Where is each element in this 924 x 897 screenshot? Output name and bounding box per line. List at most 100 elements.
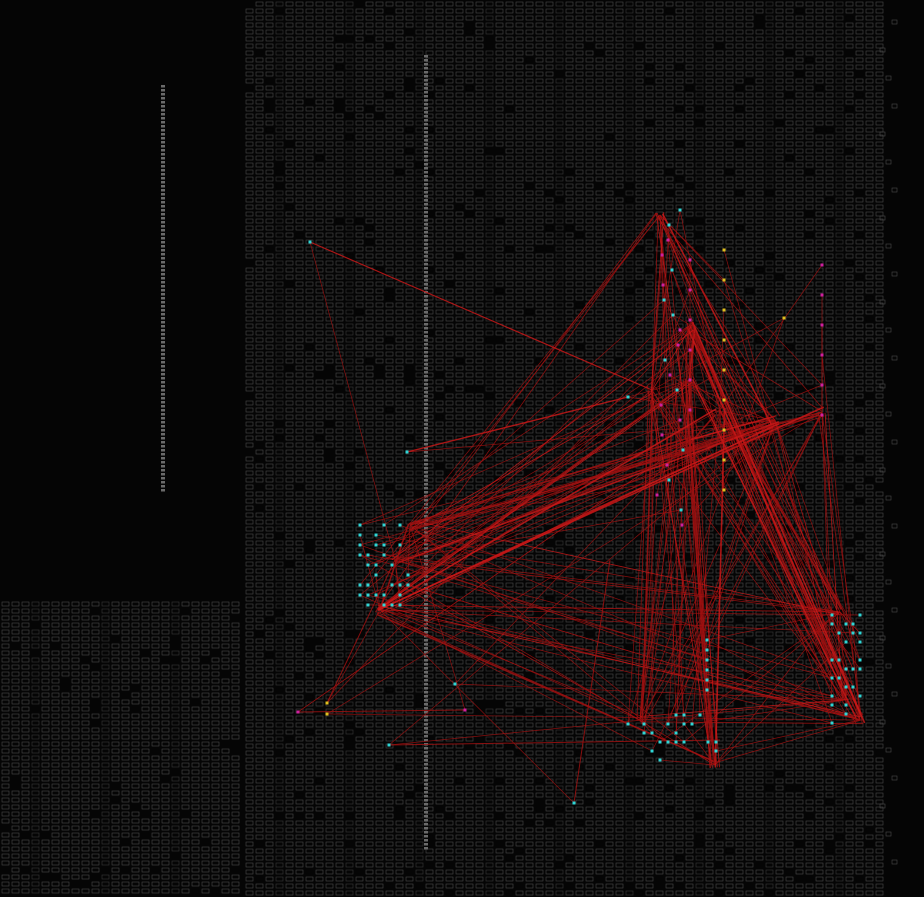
logic-tile bbox=[265, 113, 274, 119]
logic-tile bbox=[795, 1, 804, 7]
logic-tile bbox=[755, 78, 764, 84]
logic-tile bbox=[415, 50, 424, 56]
logic-tile bbox=[615, 71, 624, 77]
logic-tile bbox=[405, 43, 414, 49]
logic-tile bbox=[815, 36, 824, 42]
logic-tile bbox=[415, 113, 424, 119]
logic-tile bbox=[845, 57, 854, 63]
logic-tile bbox=[665, 106, 674, 112]
logic-tile bbox=[405, 1, 414, 7]
logic-tile bbox=[575, 36, 584, 42]
logic-tile bbox=[685, 106, 694, 112]
logic-tile bbox=[505, 113, 514, 119]
logic-tile bbox=[445, 22, 454, 28]
logic-tile bbox=[495, 1, 504, 7]
logic-tile bbox=[375, 78, 384, 84]
logic-tile bbox=[455, 43, 464, 49]
logic-tile bbox=[735, 78, 744, 84]
logic-tile bbox=[245, 64, 254, 70]
logic-tile bbox=[875, 71, 884, 77]
logic-tile bbox=[475, 29, 484, 35]
logic-tile bbox=[655, 50, 664, 56]
logic-tile bbox=[545, 29, 554, 35]
logic-tile bbox=[255, 64, 264, 70]
logic-tile bbox=[645, 113, 654, 119]
logic-tile bbox=[255, 92, 264, 98]
logic-tile bbox=[695, 78, 704, 84]
logic-tile bbox=[835, 36, 844, 42]
logic-tile bbox=[525, 64, 534, 70]
logic-tile bbox=[335, 85, 344, 91]
logic-tile bbox=[635, 106, 644, 112]
logic-tile bbox=[715, 36, 724, 42]
logic-tile bbox=[735, 22, 744, 28]
logic-tile bbox=[755, 71, 764, 77]
logic-tile bbox=[615, 29, 624, 35]
logic-tile bbox=[675, 57, 684, 63]
logic-tile bbox=[565, 57, 574, 63]
logic-tile bbox=[255, 22, 264, 28]
logic-tile bbox=[795, 99, 804, 105]
logic-tile bbox=[635, 71, 644, 77]
logic-tile bbox=[485, 50, 494, 56]
logic-tile bbox=[745, 85, 754, 91]
logic-tile bbox=[595, 29, 604, 35]
logic-tile bbox=[385, 78, 394, 84]
logic-tile bbox=[815, 43, 824, 49]
logic-tile bbox=[765, 50, 774, 56]
logic-tile bbox=[505, 50, 514, 56]
logic-tile bbox=[415, 8, 424, 14]
logic-tile bbox=[435, 43, 444, 49]
logic-tile bbox=[605, 106, 614, 112]
logic-tile bbox=[775, 36, 784, 42]
logic-tile bbox=[245, 92, 254, 98]
logic-tile bbox=[355, 71, 364, 77]
logic-tile bbox=[705, 43, 714, 49]
logic-tile bbox=[565, 50, 574, 56]
logic-tile bbox=[475, 64, 484, 70]
logic-tile bbox=[435, 120, 444, 126]
logic-tile bbox=[785, 8, 794, 14]
logic-tile bbox=[475, 106, 484, 112]
logic-tile bbox=[495, 99, 504, 105]
logic-tile bbox=[425, 8, 434, 14]
logic-tile bbox=[325, 99, 334, 105]
logic-tile bbox=[305, 113, 314, 119]
logic-tile bbox=[285, 57, 294, 63]
logic-tile bbox=[755, 43, 764, 49]
logic-tile bbox=[605, 29, 614, 35]
logic-tile bbox=[455, 29, 464, 35]
logic-tile bbox=[775, 85, 784, 91]
logic-tile bbox=[705, 15, 714, 21]
logic-tile bbox=[255, 106, 264, 112]
logic-tile bbox=[395, 92, 404, 98]
logic-tile bbox=[625, 92, 634, 98]
logic-tile bbox=[535, 50, 544, 56]
logic-tile bbox=[615, 85, 624, 91]
logic-tile bbox=[755, 113, 764, 119]
logic-tile bbox=[385, 113, 394, 119]
logic-tile bbox=[365, 1, 374, 7]
logic-tile bbox=[555, 92, 564, 98]
logic-tile bbox=[585, 71, 594, 77]
logic-tile bbox=[875, 43, 884, 49]
logic-tile bbox=[505, 57, 514, 63]
logic-tile bbox=[625, 22, 634, 28]
logic-tile bbox=[255, 15, 264, 21]
logic-tile bbox=[725, 8, 734, 14]
logic-tile bbox=[485, 113, 494, 119]
logic-tile bbox=[475, 113, 484, 119]
logic-tile bbox=[535, 78, 544, 84]
logic-tile bbox=[655, 78, 664, 84]
logic-tile bbox=[735, 113, 744, 119]
logic-tile bbox=[415, 15, 424, 21]
logic-tile bbox=[305, 120, 314, 126]
logic-tile bbox=[745, 50, 754, 56]
logic-tile bbox=[695, 92, 704, 98]
logic-tile bbox=[445, 71, 454, 77]
logic-tile bbox=[695, 8, 704, 14]
logic-tile bbox=[395, 22, 404, 28]
logic-tile bbox=[275, 71, 284, 77]
logic-tile bbox=[255, 1, 264, 7]
